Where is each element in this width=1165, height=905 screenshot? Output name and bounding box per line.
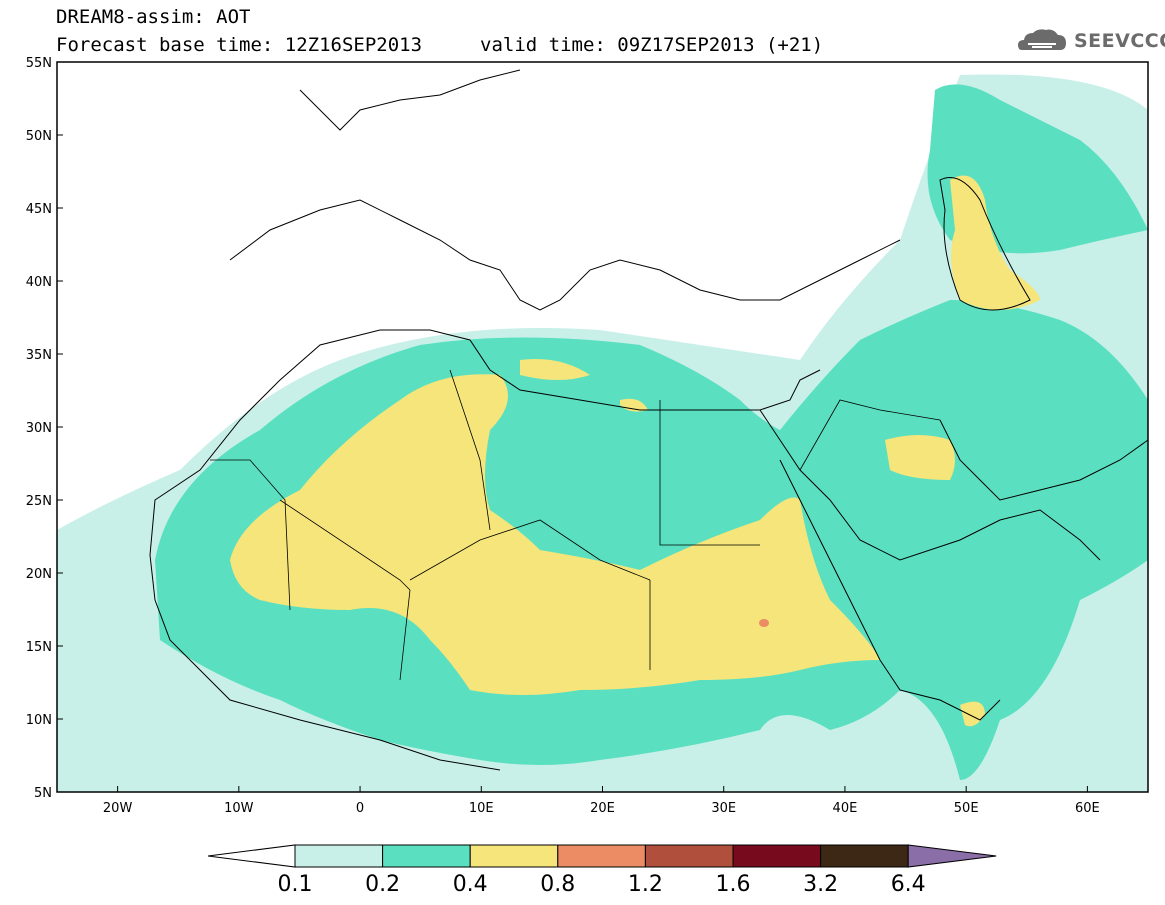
- lon-tick-label: 20E: [590, 801, 615, 816]
- lat-tick-label: 50N: [26, 129, 52, 144]
- lon-axis: 20W 10W 0 10E 20E 30E 40E 50E 60E: [103, 786, 1100, 816]
- aot-contour-0.4: [230, 175, 1040, 727]
- model-title: DREAM8-assim: AOT: [56, 6, 251, 28]
- lon-tick-label: 10W: [224, 801, 254, 816]
- forecast-base-time: Forecast base time: 12Z16SEP2013: [56, 34, 423, 56]
- coastlines: [149, 69, 1148, 771]
- lon-tick-label: 60E: [1075, 801, 1100, 816]
- lat-tick-label: 25N: [26, 494, 52, 509]
- lat-axis: 55N 50N 45N 40N 35N 30N 25N 20N 15N 10N 5N: [26, 56, 63, 801]
- lat-tick-label: 20N: [26, 567, 52, 582]
- logo-text: SEEVCCC: [1074, 30, 1165, 52]
- lon-tick-label: 0: [356, 801, 364, 816]
- lat-tick-label: 30N: [26, 421, 52, 436]
- lon-tick-label: 10E: [469, 801, 494, 816]
- lat-tick-label: 35N: [26, 348, 52, 363]
- valid-time: valid time: 09Z17SEP2013 (+21): [480, 34, 824, 56]
- lat-tick-label: 40N: [26, 275, 52, 290]
- lon-tick-label: 40E: [833, 801, 858, 816]
- lat-tick-label: 5N: [34, 786, 52, 801]
- lon-tick-label: 30E: [711, 801, 736, 816]
- lat-tick-label: 45N: [26, 202, 52, 217]
- lat-tick-label: 55N: [26, 56, 52, 71]
- aot-contour-0.8: [759, 619, 769, 627]
- lat-tick-label: 15N: [26, 640, 52, 655]
- country-borders: [210, 369, 941, 681]
- lat-tick-label: 10N: [26, 713, 52, 728]
- lon-tick-label: 50E: [954, 801, 979, 816]
- cloud-logo-icon: [1018, 29, 1066, 50]
- lon-tick-label: 20W: [103, 801, 133, 816]
